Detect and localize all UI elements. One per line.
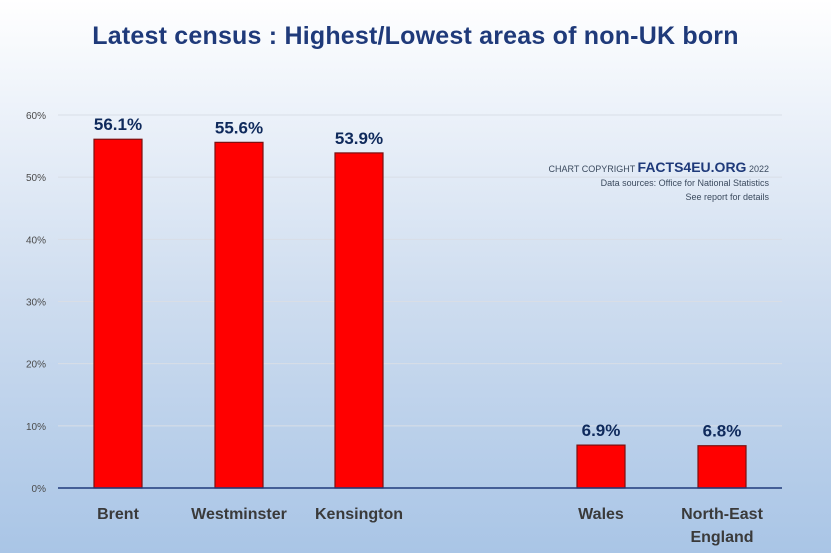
copyright-year: 2022 <box>748 164 769 174</box>
report-note: See report for details <box>685 192 769 202</box>
data-source-note: Data sources: Office for National Statis… <box>600 178 769 188</box>
copyright-line: CHART COPYRIGHT FACTS4EU.ORG 2022 <box>549 160 769 176</box>
x-category-label: North-East <box>681 506 763 523</box>
data-label: 56.1% <box>94 115 142 134</box>
chart-title: Latest census : Highest/Lowest areas of … <box>92 22 739 50</box>
y-tick-label: 60% <box>26 111 46 122</box>
bar <box>214 141 264 489</box>
y-tick-label: 20% <box>26 360 46 371</box>
x-category-label: Kensington <box>315 506 403 523</box>
x-category-label: Westminster <box>191 506 287 523</box>
copyright-prefix: CHART COPYRIGHT <box>548 164 636 174</box>
x-category-label: Wales <box>578 506 624 523</box>
y-tick-label: 40% <box>26 235 46 246</box>
bar <box>93 138 143 489</box>
copyright-block: CHART COPYRIGHT FACTS4EU.ORG 2022 Data s… <box>549 160 769 204</box>
bar <box>334 152 384 489</box>
data-label: 53.9% <box>335 129 383 148</box>
bar <box>576 444 626 489</box>
x-category-label: Brent <box>97 506 139 523</box>
copyright-brand: FACTS4EU.ORG <box>637 159 747 175</box>
y-tick-label: 10% <box>26 422 46 433</box>
y-tick-label: 0% <box>32 484 47 495</box>
y-tick-label: 30% <box>26 298 46 309</box>
y-tick-label: 50% <box>26 173 46 184</box>
bar <box>697 445 747 489</box>
data-label: 6.8% <box>703 422 742 441</box>
data-label: 6.9% <box>582 421 621 440</box>
data-label: 55.6% <box>215 118 263 137</box>
x-category-label: England <box>690 529 753 546</box>
